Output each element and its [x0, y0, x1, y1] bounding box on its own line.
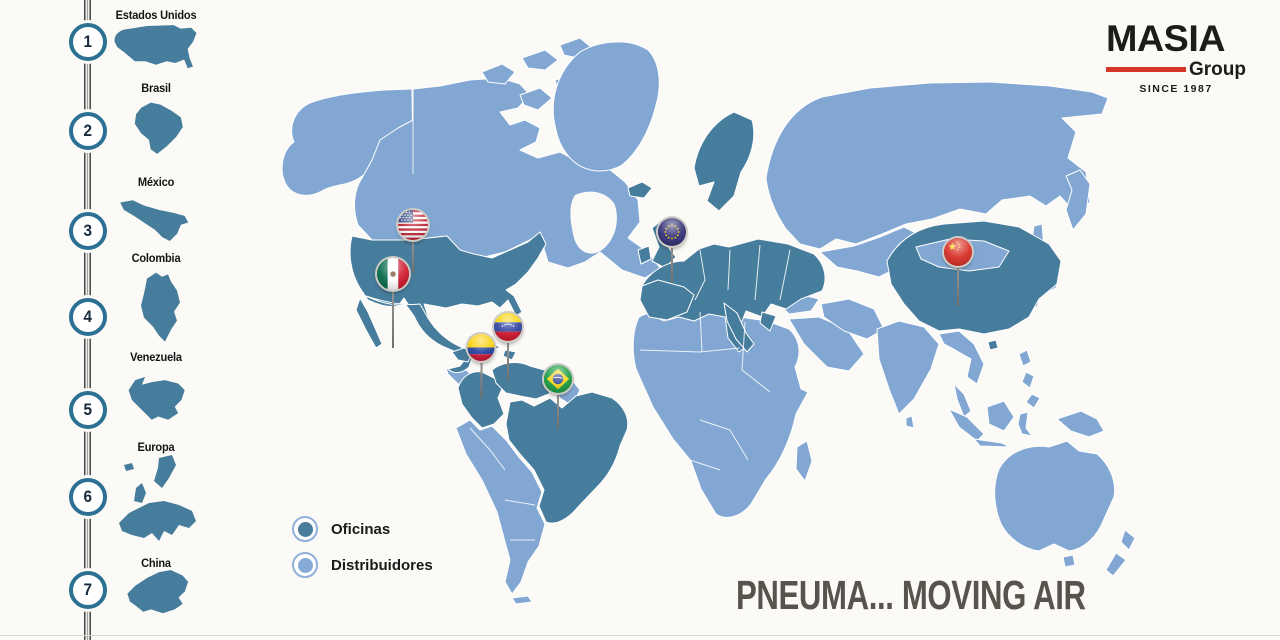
step-number: 3	[83, 221, 93, 240]
eu-flag-icon	[658, 218, 686, 246]
europe-silhouette-icon	[119, 455, 196, 541]
sri-lanka	[905, 415, 915, 429]
region-iberia	[639, 279, 695, 321]
region-mexico	[365, 295, 474, 374]
step-number: 6	[83, 487, 93, 506]
sidebar-label-china: China	[141, 556, 171, 570]
tagline: PNEUMA... MOVING AIR	[736, 572, 1086, 618]
region-ireland	[637, 245, 652, 265]
venezuela-flag-icon	[494, 313, 522, 341]
logo-underline-row: Group	[1106, 60, 1246, 79]
region-yucatan	[451, 347, 473, 363]
step-number: 1	[83, 32, 93, 51]
sidebar-label-brasil: Brasil	[141, 81, 171, 95]
region-brazil	[505, 391, 629, 524]
brazil-silhouette-icon	[134, 102, 183, 154]
region-iceland	[627, 181, 653, 199]
logo-since-text: SINCE 1987	[1139, 83, 1213, 95]
pin-colombia[interactable]	[467, 334, 495, 399]
step-circle-5: 5	[69, 391, 107, 429]
usa-flag-icon	[398, 210, 428, 240]
mexico-flag-icon	[377, 258, 409, 290]
logo-group-text: Group	[1189, 59, 1246, 80]
pin-china[interactable]	[944, 238, 972, 306]
region-usa	[349, 231, 547, 323]
usa-silhouette-icon	[114, 25, 197, 69]
distributor-marker-icon	[292, 552, 318, 578]
step-circle-4: 4	[69, 298, 107, 336]
step-circle-6: 6	[69, 478, 107, 516]
region-greenland	[552, 41, 660, 172]
pin-brazil[interactable]	[544, 365, 572, 429]
step-circle-1: 1	[69, 23, 107, 61]
region-india	[876, 320, 940, 415]
madagascar	[795, 440, 813, 482]
new-zealand-south	[1105, 552, 1127, 577]
region-south-america-west	[455, 419, 546, 595]
legend-label-distributors: Distribuidores	[331, 556, 433, 574]
legend-row-offices: Oficinas	[292, 516, 433, 542]
masia-group-logo: MASIA Group SINCE 1987	[1106, 20, 1246, 95]
sidebar-label-europa: Europa	[137, 440, 175, 454]
china-flag-icon	[944, 238, 972, 266]
region-hispaniola	[502, 349, 517, 361]
region-iran	[820, 298, 885, 340]
new-zealand-north	[1120, 529, 1136, 551]
pin-europe[interactable]	[658, 218, 686, 283]
pin-venezuela[interactable]	[494, 313, 522, 381]
region-china	[886, 220, 1062, 335]
china-silhouette-icon	[121, 569, 189, 614]
region-scandinavia	[693, 111, 755, 212]
region-baja	[355, 297, 383, 349]
step-number: 2	[83, 121, 93, 140]
tierra-del-fuego	[511, 595, 533, 605]
pin-usa[interactable]	[398, 210, 428, 273]
office-marker-icon	[292, 516, 318, 542]
region-italy	[723, 302, 755, 353]
step-circle-2: 2	[69, 112, 107, 150]
mexico-silhouette-icon	[120, 200, 189, 241]
logo-brand-text: MASIA	[1106, 18, 1226, 59]
tasmania	[1062, 554, 1076, 568]
region-southeast-asia	[938, 330, 1105, 448]
colombia-silhouette-icon	[141, 272, 180, 342]
region-africa	[632, 306, 809, 518]
region-balkans	[759, 311, 777, 332]
sidebar-label-venezuela: Venezuela	[130, 350, 182, 364]
pin-mexico[interactable]	[377, 258, 409, 348]
region-australia	[994, 440, 1116, 552]
venezuela-silhouette-icon	[128, 376, 185, 420]
step-number: 7	[83, 580, 93, 599]
kamchatka	[1065, 169, 1091, 231]
sidebar-label-mexico: México	[137, 175, 175, 189]
hudson-bay	[570, 191, 617, 254]
colombia-flag-icon	[467, 334, 495, 361]
map-light-regions	[281, 37, 1136, 605]
logo-red-bar	[1106, 67, 1186, 72]
map-legend: Oficinas Distribuidores	[292, 516, 433, 588]
region-hainan	[987, 339, 999, 351]
legend-row-distributors: Distribuidores	[292, 552, 433, 578]
brazil-flag-icon	[544, 365, 572, 393]
sidebar-label-usa: Estados Unidos	[115, 8, 197, 22]
country-borders	[412, 90, 791, 541]
step-number: 4	[83, 307, 93, 326]
step-circle-3: 3	[69, 212, 107, 250]
sidebar-label-colombia: Colombia	[131, 251, 181, 265]
bottom-divider	[0, 635, 1280, 636]
legend-label-offices: Oficinas	[331, 520, 391, 538]
step-circle-7: 7	[69, 571, 107, 609]
region-russia	[765, 81, 1109, 250]
step-number: 5	[83, 400, 93, 419]
